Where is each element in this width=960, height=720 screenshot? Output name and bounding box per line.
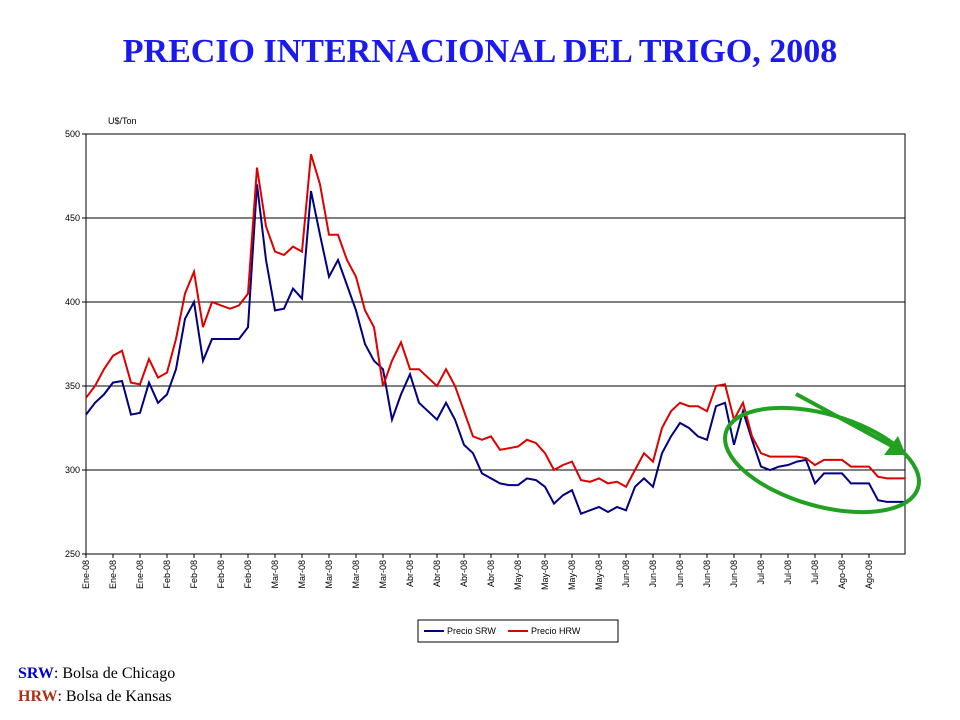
x-tick-label: Mar-08 [297,560,307,589]
x-tick-label: Mar-08 [351,560,361,589]
y-tick-label: 350 [65,381,80,391]
x-tick-label: Ene-08 [135,560,145,589]
note-text: : Bolsa de Kansas [57,688,171,705]
plot-border [85,133,906,555]
x-tick-label: Ene-08 [81,560,91,589]
y-tick-label: 300 [65,465,80,475]
x-tick-label: Feb-08 [189,560,199,589]
series-line [85,153,905,489]
x-tick-label: Jul-08 [783,560,793,585]
x-tick-label: Feb-08 [162,560,172,589]
x-tick-label: Jul-08 [810,560,820,585]
x-tick-label: Jun-08 [702,560,712,588]
x-tick-label: Abr-08 [432,560,442,587]
note-label: HRW [18,688,57,705]
x-tick-label: May-08 [567,560,577,590]
x-tick-label: Abr-08 [486,560,496,587]
legend-label: Precio HRW [531,626,581,636]
x-tick-label: May-08 [594,560,604,590]
x-tick-label: Abr-08 [459,560,469,587]
y-axis-label: U$/Ton [108,116,137,126]
x-tick-label: Jun-08 [675,560,685,588]
chart-title: PRECIO INTERNACIONAL DEL TRIGO, 2008 [123,33,837,70]
note-label: SRW [18,665,54,682]
x-tick-label: Ago-08 [837,560,847,589]
x-tick-label: Ago-08 [864,560,874,589]
y-tick-label: 400 [65,297,80,307]
series-line [85,184,905,515]
legend-label: Precio SRW [447,626,496,636]
x-tick-label: Jul-08 [756,560,766,585]
x-tick-label: Jun-08 [621,560,631,588]
y-tick-label: 500 [65,129,80,139]
legend-items: Precio SRW Precio HRW [424,626,581,636]
x-tick-label: Mar-08 [324,560,334,589]
y-tick-label: 250 [65,549,80,559]
x-tick-label: Feb-08 [216,560,226,589]
x-tick-label: May-08 [513,560,523,590]
arrow-head [884,436,906,455]
x-tick-label: Jun-08 [729,560,739,588]
x-tick-label: May-08 [540,560,550,590]
x-tick-label: Feb-08 [243,560,253,589]
y-tick-label: 450 [65,213,80,223]
x-tick-label: Ene-08 [108,560,118,589]
x-tick-label: Mar-08 [378,560,388,589]
x-tick-label: Mar-08 [270,560,280,589]
trend-arrow [795,392,893,448]
note: HRW: Bolsa de Kansas [18,688,172,705]
note: SRW: Bolsa de Chicago [18,665,175,682]
note-text: : Bolsa de Chicago [54,665,175,682]
plot-area: 250 300 350 400 450 500 Ene-08 Ene-08 Ene-08 Feb-… [65,129,906,590]
x-tick-label: Abr-08 [405,560,415,587]
x-tick-label: Jun-08 [648,560,658,588]
